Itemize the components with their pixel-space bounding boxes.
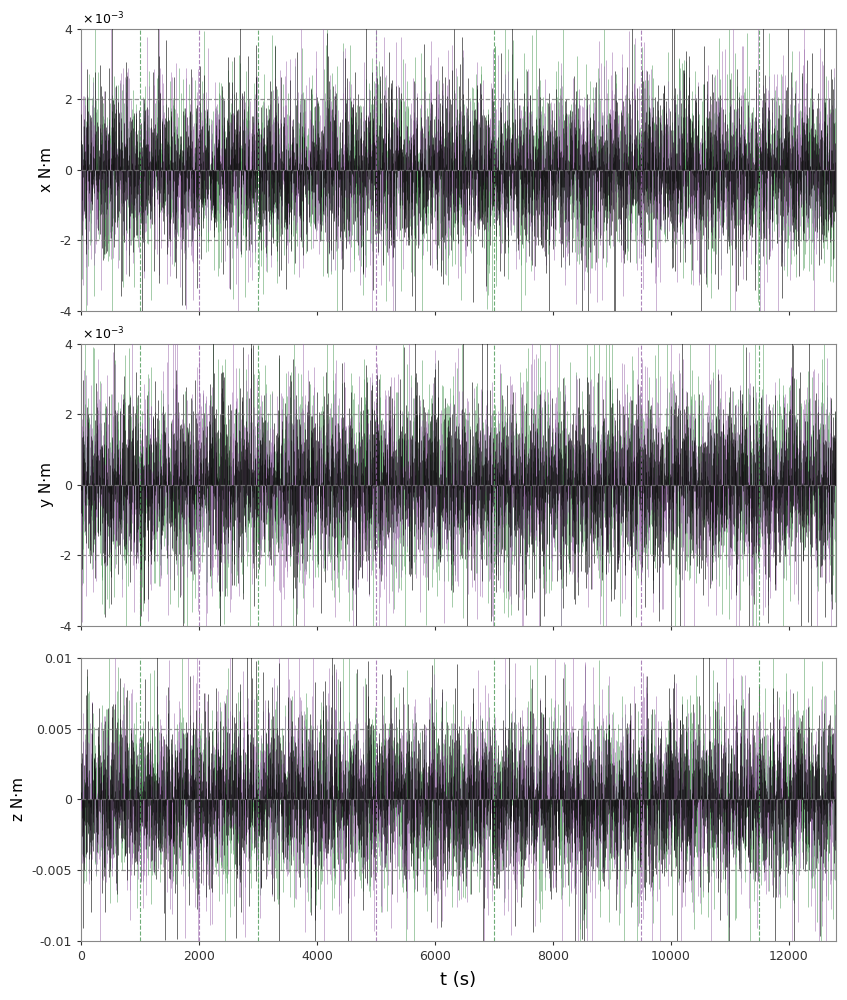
Y-axis label: y N·m: y N·m <box>39 462 54 507</box>
Y-axis label: z N·m: z N·m <box>11 777 26 821</box>
Y-axis label: x N·m: x N·m <box>39 147 54 192</box>
Text: $\times\,10^{-3}$: $\times\,10^{-3}$ <box>82 326 125 342</box>
Text: $\times\,10^{-3}$: $\times\,10^{-3}$ <box>82 11 125 27</box>
X-axis label: t (s): t (s) <box>440 971 477 989</box>
